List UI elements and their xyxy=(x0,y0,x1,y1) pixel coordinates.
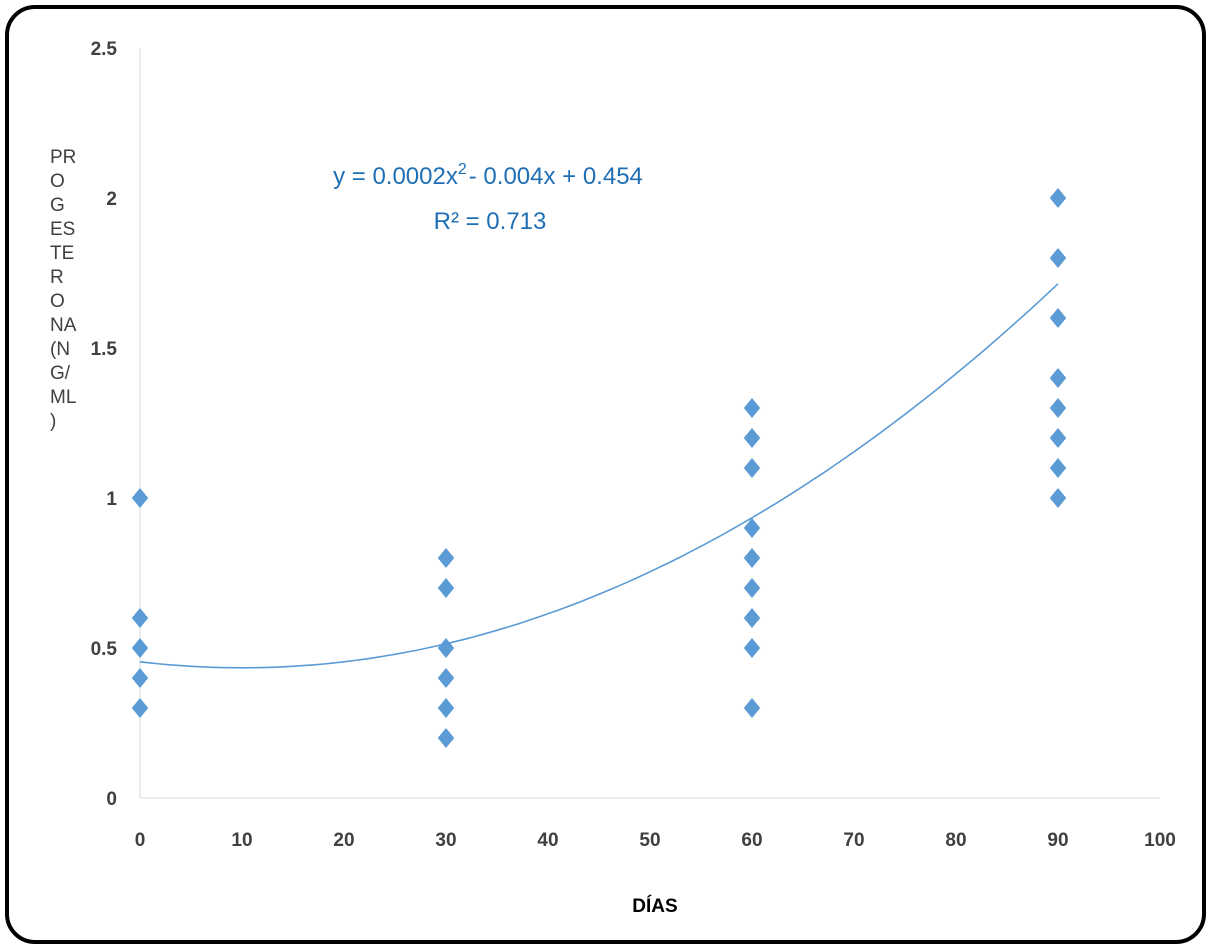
trendline xyxy=(139,283,1059,669)
data-point xyxy=(743,608,761,628)
y-tick-label: 1.5 xyxy=(91,339,118,360)
data-point xyxy=(743,698,761,718)
y-axis-title-line: NA xyxy=(50,315,77,336)
x-tick-label: 30 xyxy=(435,830,456,851)
y-tick-label: 2 xyxy=(106,189,117,210)
x-tick-label: 70 xyxy=(843,830,864,851)
x-tick-label: 20 xyxy=(333,830,354,851)
data-point xyxy=(131,698,149,718)
data-point xyxy=(743,638,761,658)
data-point xyxy=(743,548,761,568)
y-axis-title-line: G xyxy=(50,195,65,216)
equation-exponent: 2 xyxy=(458,161,467,178)
y-axis-title-line: PR xyxy=(50,147,76,168)
data-point xyxy=(437,638,455,658)
x-tick-label: 50 xyxy=(639,830,660,851)
equation-rest: - 0.004x + 0.454 xyxy=(469,163,643,190)
data-point xyxy=(437,728,455,748)
y-tick-label: 2.5 xyxy=(91,39,118,60)
data-point xyxy=(1049,458,1067,478)
y-axis-title-line: O xyxy=(50,171,65,192)
data-point xyxy=(743,518,761,538)
y-tick-labels: 0 0.5 1 1.5 2 2.5 xyxy=(91,39,118,810)
data-point xyxy=(743,458,761,478)
trendline-equation: y = 0.0002x2- 0.004x + 0.454 xyxy=(333,161,643,190)
data-point xyxy=(1049,398,1067,418)
axes xyxy=(139,48,1160,799)
x-axis-title: DÍAS xyxy=(632,895,677,917)
data-point xyxy=(1049,428,1067,448)
x-tick-label: 80 xyxy=(945,830,966,851)
y-axis-title-line: ES xyxy=(50,219,75,240)
y-axis-title-line: R xyxy=(50,267,64,288)
x-tick-label: 90 xyxy=(1047,830,1068,851)
chart-frame xyxy=(5,5,1206,944)
data-point xyxy=(437,578,455,598)
y-tick-label: 0 xyxy=(106,789,117,810)
x-tick-label: 100 xyxy=(1144,830,1176,851)
y-axis-title-line: G/ xyxy=(50,363,71,384)
equation-main: y = 0.0002x xyxy=(333,163,458,190)
data-points xyxy=(131,188,1067,748)
x-tick-label: 10 xyxy=(231,830,252,851)
data-point xyxy=(743,428,761,448)
data-point xyxy=(437,698,455,718)
data-point xyxy=(1049,488,1067,508)
x-tick-label: 40 xyxy=(537,830,558,851)
data-point xyxy=(437,668,455,688)
y-tick-label: 0.5 xyxy=(91,639,118,660)
data-point xyxy=(131,608,149,628)
data-point xyxy=(131,488,149,508)
data-point xyxy=(131,638,149,658)
data-point xyxy=(1049,188,1067,208)
y-axis-title-line: ) xyxy=(50,411,56,432)
y-axis-title-line: TE xyxy=(50,243,74,264)
r-squared-label: R² = 0.713 xyxy=(434,208,547,235)
data-point xyxy=(437,548,455,568)
y-axis-title-line: O xyxy=(50,291,65,312)
data-point xyxy=(743,398,761,418)
data-point xyxy=(1049,248,1067,268)
x-tick-label: 60 xyxy=(741,830,762,851)
data-point xyxy=(1049,368,1067,388)
data-point xyxy=(131,668,149,688)
y-axis-title-line: (N xyxy=(50,339,70,360)
data-point xyxy=(1049,308,1067,328)
x-tick-labels: 0 10 20 30 40 50 60 70 80 90 100 xyxy=(135,830,1176,851)
data-point xyxy=(743,578,761,598)
x-tick-label: 0 xyxy=(135,830,146,851)
y-tick-label: 1 xyxy=(106,489,117,510)
y-axis-title-line: ML xyxy=(50,387,76,408)
